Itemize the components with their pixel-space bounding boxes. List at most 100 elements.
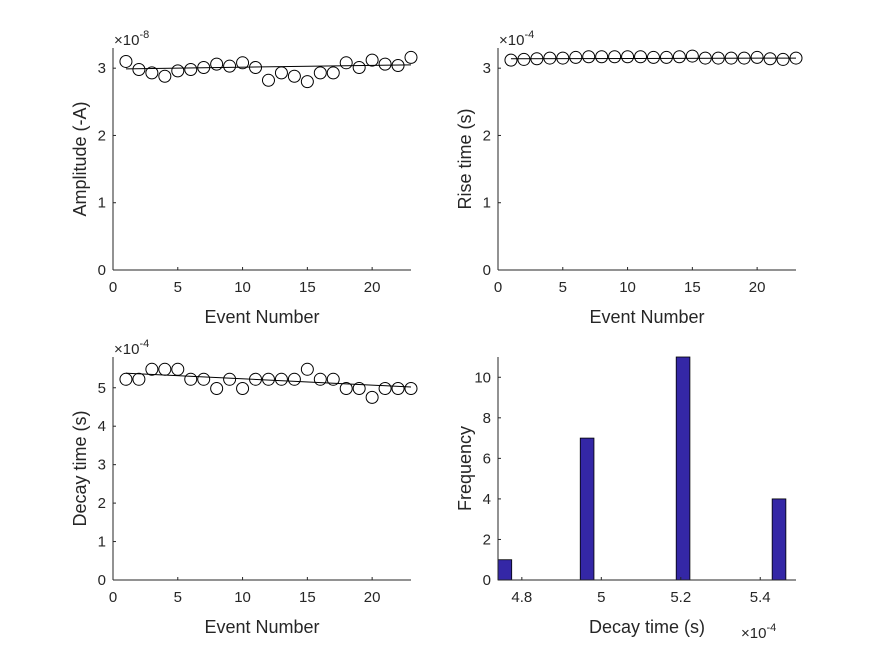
x-axis-label: Decay time (s)	[589, 617, 705, 637]
data-point	[184, 372, 198, 386]
exponent-power: -4	[766, 622, 776, 634]
exponent-power: -8	[139, 29, 149, 41]
exponent-base: ×10	[114, 341, 139, 358]
data-point	[274, 66, 288, 80]
y-tick-label: 2	[483, 531, 491, 548]
data-point	[724, 51, 738, 65]
data-point	[659, 50, 673, 64]
y-tick-label: 2	[98, 127, 106, 144]
y-tick-label: 3	[483, 60, 491, 77]
data-point	[313, 66, 327, 80]
histogram-bar	[497, 559, 513, 581]
data-point	[119, 372, 133, 386]
y-axis-label: Frequency	[455, 426, 475, 511]
data-point	[287, 372, 301, 386]
data-point	[378, 382, 392, 396]
data-point	[249, 372, 263, 386]
y-tick-label: 3	[98, 60, 106, 77]
amplitude-panel: 0 5 10 15 20 0 1 2 3 Event Number Amplitude (-A) ×1…	[70, 29, 418, 327]
data-point	[210, 57, 224, 71]
data-point	[378, 57, 392, 71]
histogram-bar	[771, 498, 787, 581]
data-point	[776, 52, 790, 66]
data-point	[184, 63, 198, 77]
y-axis-label: Decay time (s)	[70, 410, 90, 526]
x-tick-label: 10	[234, 279, 251, 296]
data-point	[365, 53, 379, 67]
data-point	[737, 51, 751, 65]
y-axis-label: Amplitude (-A)	[70, 101, 90, 216]
data-point	[543, 51, 557, 65]
data-point	[595, 50, 609, 64]
data-point	[274, 372, 288, 386]
data-point	[391, 382, 405, 396]
x-tick-label: 20	[749, 279, 766, 296]
data-point	[236, 382, 250, 396]
data-point	[685, 49, 699, 63]
data-point	[145, 66, 159, 80]
data-point	[210, 382, 224, 396]
x-tick-label: 4.8	[511, 589, 532, 606]
data-point	[582, 50, 596, 64]
data-point	[621, 50, 635, 64]
data-point	[287, 69, 301, 83]
x-tick-label: 15	[684, 279, 701, 296]
x-tick-label: 20	[364, 279, 381, 296]
data-point	[132, 63, 146, 77]
x-tick-label: 5	[174, 279, 182, 296]
data-point	[119, 54, 133, 68]
exponent-base: ×10	[741, 625, 766, 642]
y-tick-label: 0	[98, 262, 106, 279]
axis-exponent-label: ×10-4	[499, 29, 534, 49]
data-point	[750, 50, 764, 64]
data-point	[608, 50, 622, 64]
data-point	[326, 372, 340, 386]
data-point	[236, 56, 250, 70]
data-point	[789, 51, 803, 65]
data-point	[634, 50, 648, 64]
data-point	[404, 382, 418, 396]
y-tick-label: 4	[483, 491, 491, 508]
data-point	[391, 58, 405, 72]
y-tick-label: 2	[98, 495, 106, 512]
data-point	[171, 362, 185, 376]
y-tick-label: 2	[483, 127, 491, 144]
y-tick-label: 1	[98, 195, 106, 212]
x-tick-label: 10	[619, 279, 636, 296]
data-point	[223, 372, 237, 386]
histogram-bar	[675, 356, 691, 581]
x-tick-label: 0	[109, 589, 117, 606]
x-tick-label: 15	[299, 589, 316, 606]
data-point	[504, 53, 518, 67]
data-point	[132, 372, 146, 386]
data-point	[556, 51, 570, 65]
data-point	[569, 50, 583, 64]
histogram-bar	[579, 437, 595, 581]
data-point	[197, 61, 211, 75]
data-point	[197, 372, 211, 386]
x-tick-label: 15	[299, 279, 316, 296]
data-point	[158, 362, 172, 376]
y-tick-label: 6	[483, 450, 491, 467]
axis-exponent-label: ×10-4	[741, 622, 776, 642]
x-tick-label: 5	[174, 589, 182, 606]
y-tick-label: 4	[98, 418, 106, 435]
x-axis-label: Event Number	[204, 617, 319, 637]
trend-line	[125, 64, 412, 70]
data-point	[300, 362, 314, 376]
y-tick-label: 3	[98, 457, 106, 474]
data-point	[711, 51, 725, 65]
data-point	[352, 382, 366, 396]
y-tick-label: 0	[483, 572, 491, 589]
data-point	[646, 50, 660, 64]
histogram-panel: 4.8 5 5.2 5.4 0 2 4 6 8 10 Decay time (s) Frequency…	[455, 356, 796, 642]
x-tick-label: 0	[494, 279, 502, 296]
x-tick-label: 10	[234, 589, 251, 606]
data-point	[530, 52, 544, 66]
axis-exponent-label: ×10-8	[114, 29, 149, 49]
x-tick-label: 20	[364, 589, 381, 606]
data-point	[171, 64, 185, 78]
data-point	[249, 61, 263, 75]
exponent-base: ×10	[499, 32, 524, 49]
